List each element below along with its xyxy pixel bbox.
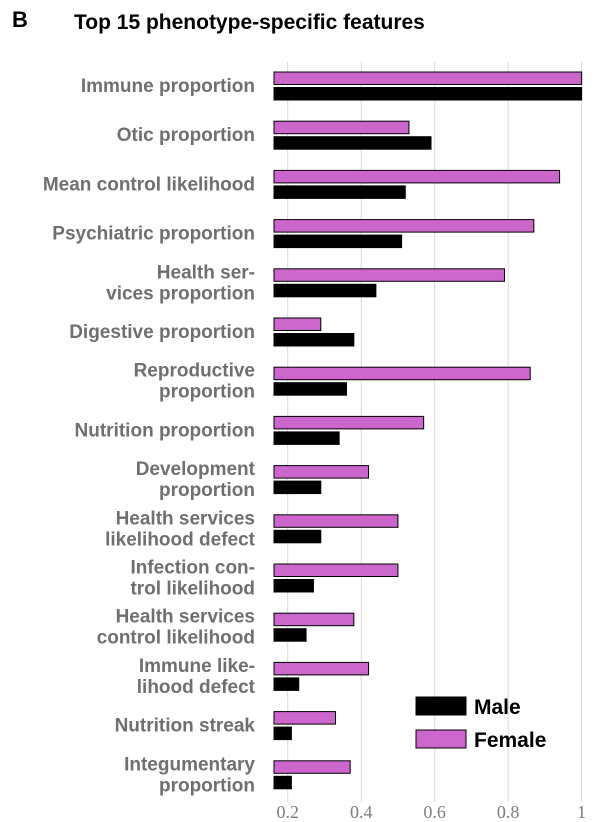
x-tick-label: 0.8 — [497, 802, 520, 822]
legend-male-label: Male — [474, 696, 521, 719]
bar-male — [273, 283, 377, 298]
x-tick-label: 0.2 — [276, 802, 299, 822]
bar-male — [273, 775, 292, 790]
bar-female — [273, 219, 535, 233]
category-label: Immune proportion — [81, 76, 255, 97]
category-label: Nutrition proportion — [75, 420, 255, 441]
bar-female — [273, 514, 399, 528]
bar-male — [273, 382, 347, 396]
category-label: Development proportion — [136, 459, 256, 501]
bar-male — [273, 529, 322, 544]
category-label: Immune like-lihood defect — [137, 656, 256, 698]
bar-male — [273, 726, 292, 741]
category-label: Nutrition streak — [115, 716, 256, 737]
x-tick-label: 1 — [577, 802, 586, 822]
bar-male — [273, 480, 322, 495]
category-label: Mean control likelihood — [43, 174, 255, 195]
bar-female — [273, 71, 583, 85]
category-label: Otic proportion — [117, 125, 255, 146]
x-axis-ticks: 0.2 0.4 0.6 0.8 1 — [276, 802, 586, 822]
bar-female — [273, 760, 351, 774]
bar-female — [273, 120, 410, 135]
legend-female-swatch — [415, 729, 467, 749]
legend-female-label: Female — [474, 729, 546, 752]
category-label: Psychiatric proportion — [52, 224, 255, 245]
category-label: Health services control likelihood — [97, 607, 255, 649]
bar-female — [273, 317, 322, 331]
bars — [273, 71, 583, 790]
bar-female — [273, 661, 370, 676]
bar-female — [273, 415, 425, 430]
bar-female — [273, 711, 336, 725]
bar-male — [273, 185, 406, 199]
bar-female — [273, 563, 399, 577]
legend-male-swatch — [415, 696, 467, 716]
category-label: Infection con-trol likelihood — [130, 558, 255, 600]
bar-male — [273, 234, 403, 249]
category-label: Health ser-vices proportion — [106, 262, 255, 304]
chart-title: Top 15 phenotype-specific features — [74, 11, 425, 34]
bar-male — [273, 87, 583, 101]
x-tick-label: 0.6 — [423, 802, 446, 822]
x-tick-label: 0.4 — [350, 802, 373, 822]
bar-female — [273, 366, 531, 381]
legend: Male Female — [415, 696, 546, 752]
bar-female — [273, 169, 561, 184]
bar-female — [273, 268, 505, 282]
bar-male — [273, 677, 300, 691]
category-label: Health services likelihood defect — [105, 508, 256, 550]
bar-male — [273, 628, 307, 642]
category-label: Integumentary proportion — [124, 754, 255, 796]
bar-male — [273, 333, 355, 347]
bar-male — [273, 136, 432, 150]
panel-label: B — [12, 7, 28, 32]
bar-female — [273, 465, 370, 479]
bar-male — [273, 431, 340, 445]
bar-female — [273, 612, 355, 627]
bar-male — [273, 579, 314, 593]
category-labels: Immune proportion Otic proportion Mean con… — [43, 76, 256, 796]
category-label: Digestive proportion — [69, 322, 255, 343]
category-label: Reproductive proportion — [134, 361, 255, 403]
